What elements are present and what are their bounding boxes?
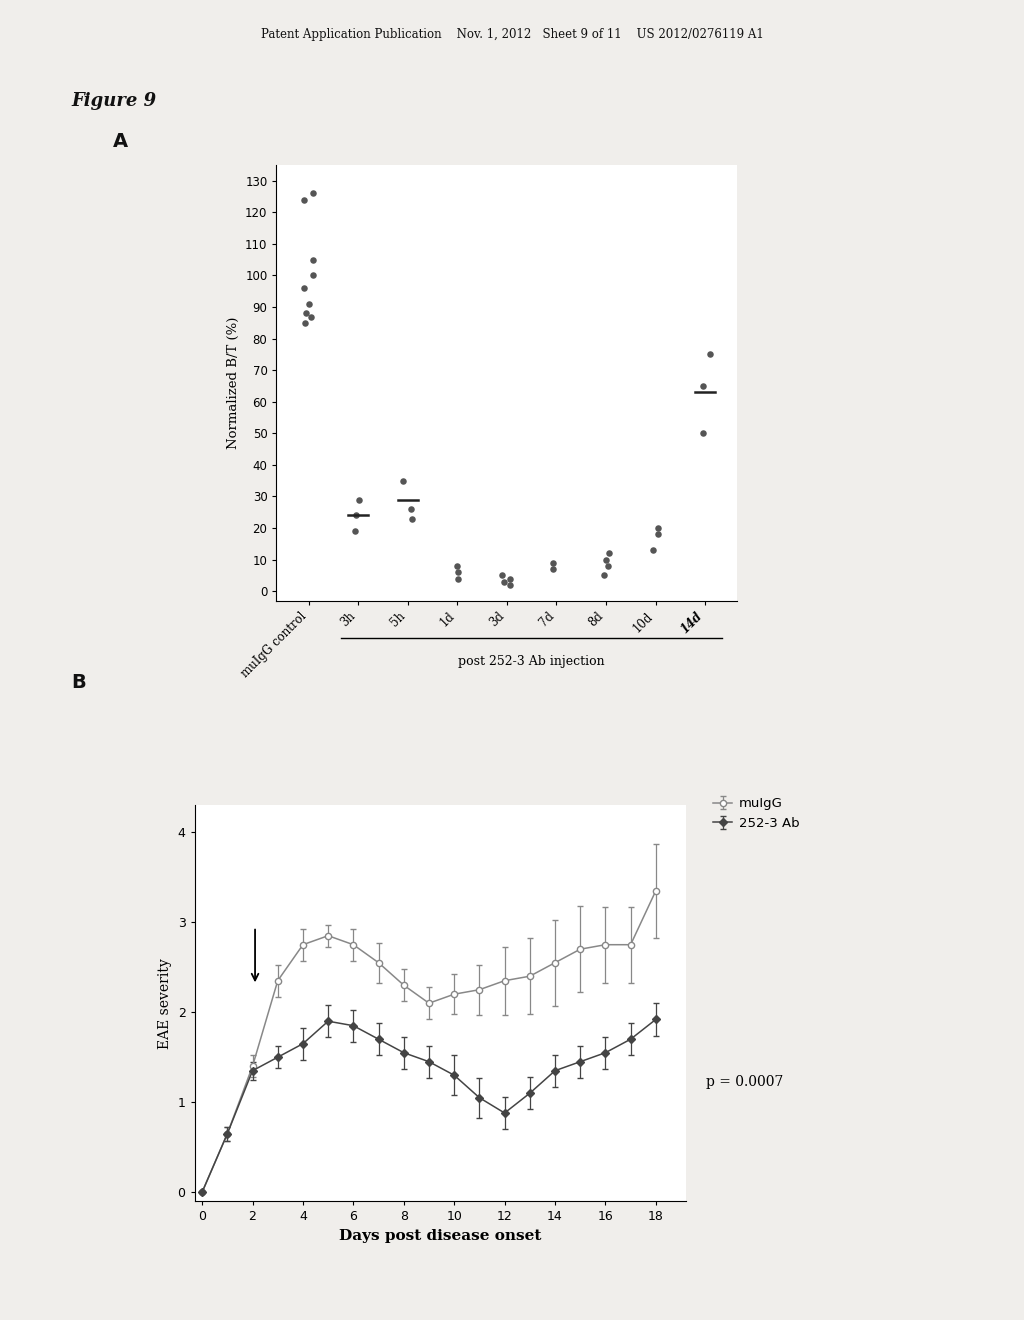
- Point: [502, 568, 518, 589]
- Point: [599, 556, 615, 577]
- Point: [298, 302, 314, 323]
- Point: [303, 306, 319, 327]
- Point: [502, 574, 518, 595]
- Point: [297, 313, 313, 334]
- Legend: muIgG, 252-3 Ab: muIgG, 252-3 Ab: [708, 792, 805, 836]
- Point: [496, 572, 512, 593]
- Point: [450, 568, 466, 589]
- Point: [695, 422, 712, 444]
- Point: [346, 520, 362, 541]
- Text: post 252-3 Ab injection: post 252-3 Ab injection: [459, 655, 605, 668]
- Point: [649, 524, 666, 545]
- Point: [494, 565, 510, 586]
- Point: [305, 183, 322, 205]
- Point: [404, 508, 421, 529]
- Point: [394, 470, 411, 491]
- Text: Figure 9: Figure 9: [72, 92, 157, 111]
- Text: p = 0.0007: p = 0.0007: [706, 1076, 783, 1089]
- Point: [449, 556, 465, 577]
- Point: [645, 540, 662, 561]
- Point: [305, 265, 322, 286]
- Text: Patent Application Publication    Nov. 1, 2012   Sheet 9 of 11    US 2012/027611: Patent Application Publication Nov. 1, 2…: [261, 28, 763, 41]
- Point: [351, 488, 368, 510]
- Point: [545, 552, 561, 573]
- Point: [695, 375, 712, 396]
- Point: [296, 277, 312, 298]
- Point: [304, 249, 321, 271]
- Point: [348, 504, 365, 525]
- Y-axis label: Normalized B/T (%): Normalized B/T (%): [226, 317, 240, 449]
- Point: [597, 549, 613, 570]
- Point: [601, 543, 617, 564]
- Point: [649, 517, 666, 539]
- Text: B: B: [72, 673, 86, 692]
- Text: A: A: [113, 132, 128, 150]
- Point: [403, 499, 420, 520]
- Y-axis label: EAE severity: EAE severity: [158, 958, 172, 1048]
- Point: [450, 561, 466, 582]
- Point: [596, 565, 612, 586]
- Point: [545, 558, 561, 579]
- Point: [301, 293, 317, 314]
- Point: [701, 343, 718, 364]
- Point: [296, 189, 312, 210]
- X-axis label: Days post disease onset: Days post disease onset: [339, 1229, 542, 1243]
